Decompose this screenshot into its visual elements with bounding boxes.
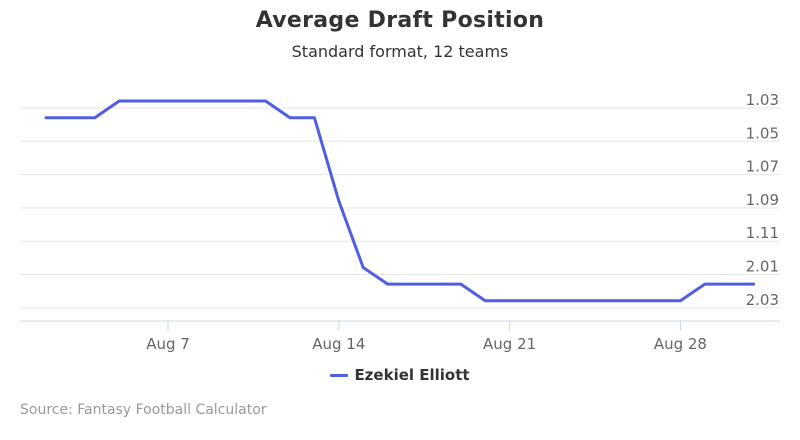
data-point[interactable] <box>430 278 442 290</box>
y-tick-label: 2.01 <box>746 258 779 276</box>
data-point[interactable] <box>113 95 125 107</box>
y-tick-label: 1.03 <box>746 91 779 109</box>
data-point[interactable] <box>260 95 272 107</box>
data-point[interactable] <box>162 95 174 107</box>
data-point[interactable] <box>748 278 760 290</box>
data-point[interactable] <box>64 112 76 124</box>
data-point[interactable] <box>284 112 296 124</box>
data-point[interactable] <box>504 295 516 307</box>
data-point[interactable] <box>40 112 52 124</box>
data-point[interactable] <box>333 195 345 207</box>
y-axis-labels: 1.03 1.05 1.07 1.09 1.11 2.01 2.03 <box>746 91 779 309</box>
data-point[interactable] <box>455 278 467 290</box>
data-point[interactable] <box>577 295 589 307</box>
data-point[interactable] <box>723 278 735 290</box>
data-point[interactable] <box>406 278 418 290</box>
data-point[interactable] <box>89 112 101 124</box>
x-axis: Aug 7 Aug 14 Aug 21 Aug 28 <box>20 320 780 353</box>
data-point[interactable] <box>357 262 369 274</box>
data-point[interactable] <box>674 295 686 307</box>
legend-swatch <box>330 374 349 377</box>
data-point[interactable] <box>211 95 223 107</box>
data-point[interactable] <box>138 95 150 107</box>
data-point[interactable] <box>552 295 564 307</box>
x-tick-label: Aug 7 <box>146 335 190 353</box>
data-point[interactable] <box>186 95 198 107</box>
legend-label: Ezekiel Elliott <box>354 366 470 384</box>
credits[interactable]: Source: Fantasy Football Calculator <box>20 402 267 418</box>
data-point[interactable] <box>235 95 247 107</box>
data-point[interactable] <box>601 295 613 307</box>
data-point[interactable] <box>528 295 540 307</box>
y-tick-label: 1.11 <box>746 224 779 242</box>
x-tick-label: Aug 14 <box>312 335 365 353</box>
series-ezekiel-elliott[interactable] <box>40 95 760 307</box>
x-tick-label: Aug 21 <box>483 335 536 353</box>
x-tick-label: Aug 28 <box>654 335 707 353</box>
y-tick-label: 2.03 <box>746 291 779 309</box>
data-point[interactable] <box>308 112 320 124</box>
y-tick-label: 1.05 <box>746 124 779 142</box>
data-point[interactable] <box>699 278 711 290</box>
chart-title: Average Draft Position <box>255 8 545 33</box>
data-point[interactable] <box>626 295 638 307</box>
chart-subtitle: Standard format, 12 teams <box>291 42 509 61</box>
data-point[interactable] <box>650 295 662 307</box>
series-line[interactable] <box>44 99 756 303</box>
data-point[interactable] <box>382 278 394 290</box>
legend-item-ezekiel-elliott[interactable]: Ezekiel Elliott <box>0 366 800 384</box>
y-tick-label: 1.09 <box>746 191 779 209</box>
gridlines <box>20 107 780 309</box>
data-point[interactable] <box>479 295 491 307</box>
y-tick-label: 1.07 <box>746 158 779 176</box>
